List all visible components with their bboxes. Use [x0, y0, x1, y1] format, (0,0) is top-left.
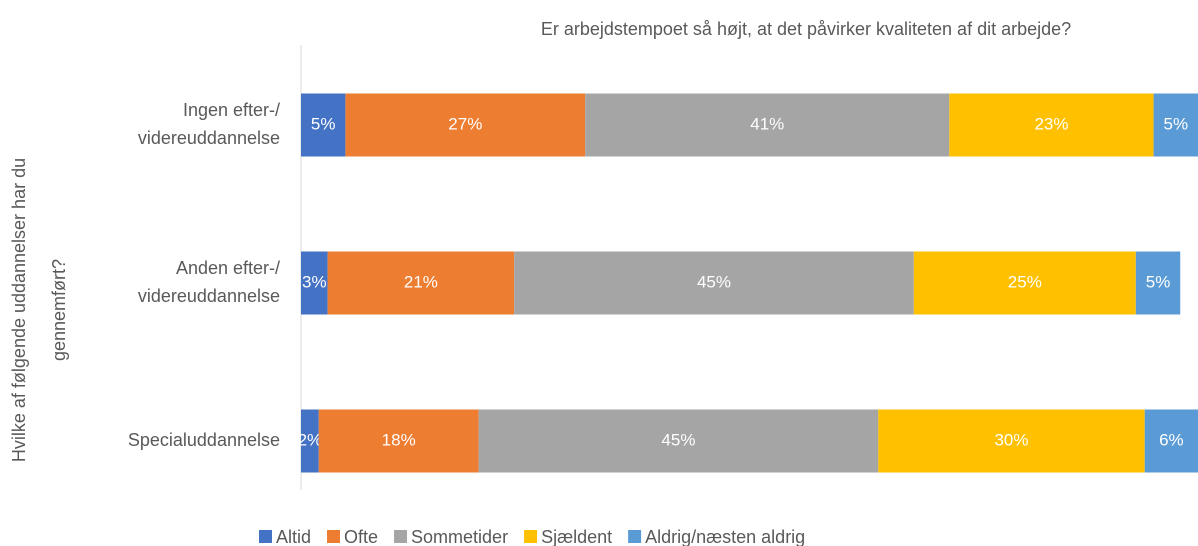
- bar-segment: [913, 251, 1136, 315]
- data-label: 5%: [311, 114, 336, 133]
- data-label: 25%: [1008, 272, 1042, 291]
- bar-segment: [318, 409, 479, 473]
- data-label: 18%: [382, 430, 416, 449]
- chart-title: Er arbejdstempoet så højt, at det påvirk…: [541, 19, 1071, 39]
- legend-label: Sjældent: [541, 527, 612, 546]
- data-label: 41%: [750, 114, 784, 133]
- y-tick-label: Ingen efter-/: [183, 100, 280, 120]
- y-tick-label: Specialuddannelse: [128, 430, 280, 450]
- data-label: 23%: [1034, 114, 1068, 133]
- data-label: 27%: [448, 114, 482, 133]
- bar-segment: [1135, 251, 1181, 315]
- bar-segment: [1153, 93, 1198, 157]
- y-axis-title-line: Hvilke af følgende uddannelser har du: [9, 158, 29, 462]
- bar-segment: [1144, 409, 1198, 473]
- y-tick-label: videreuddannelse: [138, 128, 280, 148]
- bar-segment: [301, 93, 346, 157]
- legend-label: Sommetider: [411, 527, 508, 546]
- legend-swatch: [628, 530, 642, 543]
- bar-segment: [345, 93, 586, 157]
- data-label: 5%: [1146, 272, 1171, 291]
- y-axis-title: Hvilke af følgende uddannelser har du ge…: [9, 158, 69, 462]
- legend-swatch: [259, 530, 272, 543]
- data-label: 45%: [697, 272, 731, 291]
- bar-segment: [301, 409, 319, 473]
- bar-segment: [949, 93, 1154, 157]
- bar-segment: [478, 409, 879, 473]
- legend-label: Ofte: [344, 527, 378, 546]
- bar-segment: [301, 251, 328, 315]
- legend-swatch: [524, 530, 538, 543]
- data-label: 5%: [1164, 114, 1189, 133]
- legend-swatch: [394, 530, 408, 543]
- y-axis-title-line: gennemført?: [49, 259, 69, 361]
- y-tick-label: Anden efter-/: [176, 258, 280, 278]
- bar-segment: [514, 251, 914, 315]
- data-label: 6%: [1159, 430, 1184, 449]
- legend-label: Altid: [276, 527, 311, 546]
- data-label: 21%: [404, 272, 438, 291]
- bar-segment: [585, 93, 950, 157]
- bar-segment: [878, 409, 1145, 473]
- legend-swatch: [327, 530, 341, 543]
- data-label: 30%: [994, 430, 1028, 449]
- y-tick-label: videreuddannelse: [138, 286, 280, 306]
- bar-segment: [327, 251, 515, 315]
- data-label: 2%: [298, 430, 323, 449]
- data-label: 45%: [661, 430, 695, 449]
- legend-label: Aldrig/næsten aldrig: [645, 527, 805, 546]
- data-label: 3%: [302, 272, 327, 291]
